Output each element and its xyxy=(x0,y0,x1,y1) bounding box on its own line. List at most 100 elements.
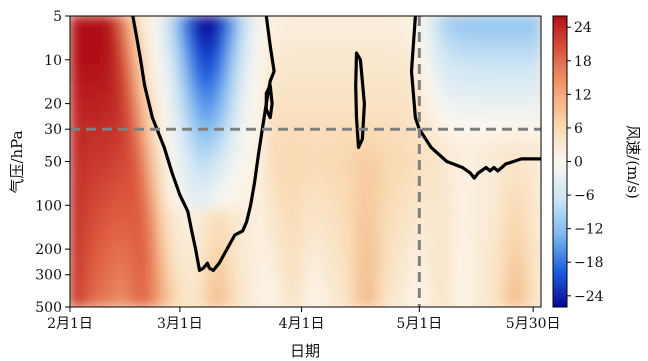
heat-cell xyxy=(163,93,173,104)
heat-cell xyxy=(140,161,149,172)
heat-cell xyxy=(407,267,416,279)
heat-cell xyxy=(422,170,432,182)
heat-cell xyxy=(532,54,541,65)
heat-cell xyxy=(171,34,181,46)
heat-cell xyxy=(399,199,409,211)
heat-cell xyxy=(289,131,299,143)
heat-cell xyxy=(391,151,401,162)
heat-cell xyxy=(320,190,330,201)
heat-cell xyxy=(477,277,487,289)
heat-cell xyxy=(234,44,244,56)
heat-cell xyxy=(485,122,495,133)
heat-cell xyxy=(524,25,534,36)
heat-cell xyxy=(312,228,322,240)
heat-cell xyxy=(509,83,518,95)
heat-cell xyxy=(391,34,401,46)
heat-cell xyxy=(336,296,346,307)
heat-cell xyxy=(446,93,456,104)
heat-cell xyxy=(359,287,369,298)
heat-cell xyxy=(516,238,526,250)
heat-cell xyxy=(289,267,299,279)
heat-cell xyxy=(430,16,440,27)
heat-cell xyxy=(187,64,197,75)
heat-cell xyxy=(367,267,377,279)
heat-cell xyxy=(509,93,518,104)
heat-cell xyxy=(532,277,541,289)
heat-cell xyxy=(116,248,126,259)
heat-cell xyxy=(344,25,354,36)
heat-cell xyxy=(210,141,220,153)
heat-cell xyxy=(281,228,291,240)
heat-cell xyxy=(218,64,228,75)
heat-cell xyxy=(242,277,252,289)
heat-cell xyxy=(493,44,503,56)
heat-cell xyxy=(85,180,95,192)
heat-cell xyxy=(462,219,471,230)
heat-cell xyxy=(210,122,220,133)
heat-cell xyxy=(163,34,173,46)
heat-cell xyxy=(70,190,79,201)
heat-cell xyxy=(273,170,283,182)
heat-cell xyxy=(257,112,267,124)
heat-cell xyxy=(289,54,299,65)
heat-cell xyxy=(140,238,149,250)
heat-cell xyxy=(124,64,134,75)
heat-cell xyxy=(407,151,416,162)
heat-cell xyxy=(399,190,409,201)
heat-cell xyxy=(485,16,495,27)
heat-cell xyxy=(195,151,204,162)
heat-cell xyxy=(352,267,361,279)
heat-cell xyxy=(469,25,479,36)
heat-cell xyxy=(116,180,126,192)
heat-cell xyxy=(391,16,401,27)
heat-cell xyxy=(163,170,173,182)
heat-cell xyxy=(124,73,134,85)
heat-cell xyxy=(218,151,228,162)
heat-cell xyxy=(163,219,173,230)
heat-cell xyxy=(171,102,181,114)
heat-cell xyxy=(85,25,95,36)
heat-cell xyxy=(399,44,409,56)
heat-cell xyxy=(446,151,456,162)
heat-cell xyxy=(312,83,322,95)
heat-cell xyxy=(226,73,236,85)
heat-cell xyxy=(257,34,267,46)
heat-cell xyxy=(352,296,361,307)
heat-cell xyxy=(328,258,338,269)
heat-cell xyxy=(399,161,409,172)
heat-cell xyxy=(367,277,377,289)
heat-cell xyxy=(328,54,338,65)
heat-cell xyxy=(336,93,346,104)
heat-cell xyxy=(462,112,471,124)
heat-cell xyxy=(289,141,299,153)
heat-cell xyxy=(257,180,267,192)
heat-cell xyxy=(509,190,518,201)
heat-cell xyxy=(289,112,299,124)
heat-cell xyxy=(477,34,487,46)
heat-cell xyxy=(446,83,456,95)
heat-cell xyxy=(195,93,204,104)
heat-cell xyxy=(414,54,424,65)
heat-cell xyxy=(509,296,518,307)
heat-cell xyxy=(391,102,401,114)
heat-cell xyxy=(516,112,526,124)
heat-cell xyxy=(195,267,204,279)
heat-cell xyxy=(210,199,220,211)
heat-cell xyxy=(438,248,448,259)
heat-cell xyxy=(187,83,197,95)
heat-cell xyxy=(116,102,126,114)
heat-cell xyxy=(108,267,118,279)
heat-cell xyxy=(399,83,409,95)
heat-cell xyxy=(407,93,416,104)
heat-cell xyxy=(187,190,197,201)
heat-cell xyxy=(70,228,79,240)
heat-cell xyxy=(100,228,110,240)
heat-cell xyxy=(524,296,534,307)
heat-cell xyxy=(430,73,440,85)
y-tick-label: 20 xyxy=(44,97,62,113)
heat-cell xyxy=(422,199,432,211)
heat-cell xyxy=(305,34,314,46)
heat-cell xyxy=(532,93,541,104)
heat-cell xyxy=(446,258,456,269)
